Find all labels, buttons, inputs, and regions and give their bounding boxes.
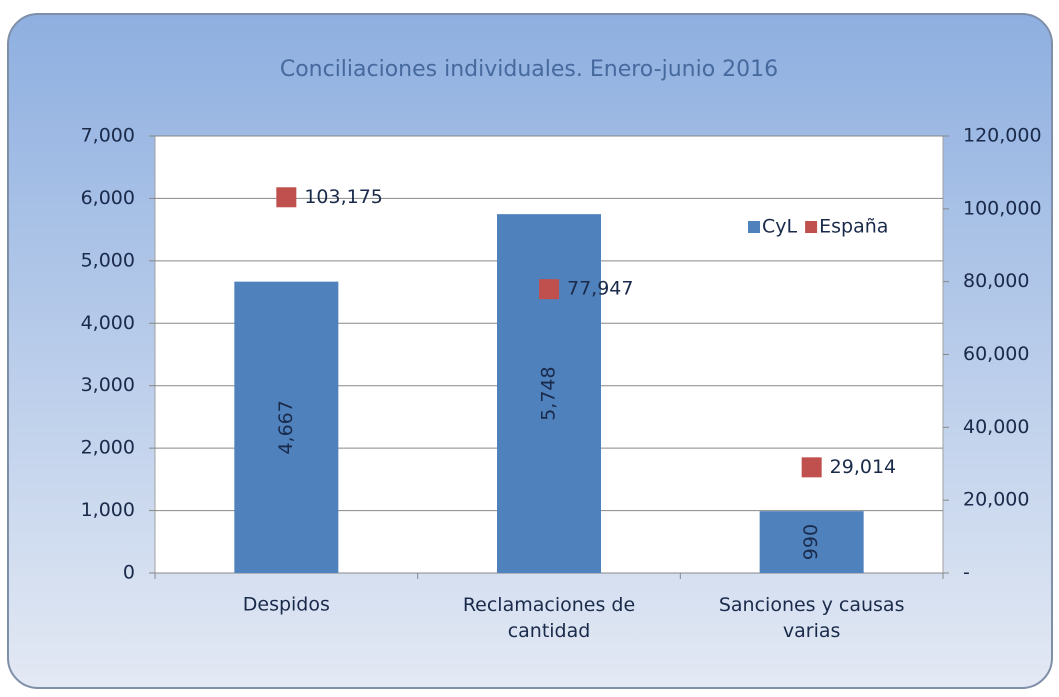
marker — [801, 457, 822, 478]
legend-swatch — [748, 221, 760, 233]
y-tick-label: 6,000 — [81, 187, 135, 209]
y2-tick-label: 100,000 — [963, 197, 1042, 219]
bar-value-label: 5,748 — [538, 366, 560, 420]
y-tick-label: 2,000 — [81, 437, 135, 459]
y2-tick-label: 60,000 — [963, 343, 1029, 365]
x-tick-label: Sanciones y causas varias — [719, 594, 905, 642]
bar — [759, 511, 864, 573]
y2-tick-label: 80,000 — [963, 270, 1029, 292]
y-tick-label: 7,000 — [81, 125, 135, 147]
marker — [276, 187, 297, 208]
y-tick-label: 5,000 — [81, 249, 135, 271]
y2-tick-label: 20,000 — [963, 489, 1029, 511]
y-tick-label: 0 — [123, 562, 135, 584]
bar-value-label: 4,667 — [275, 400, 297, 454]
y2-tick-label: - — [963, 562, 970, 584]
chart-title: Conciliaciones individuales. Enero-junio… — [280, 57, 778, 82]
y-tick-label: 4,000 — [81, 312, 135, 334]
legend-swatch — [805, 221, 818, 233]
legend-label: España — [819, 216, 888, 238]
y-tick-label: 1,000 — [81, 499, 135, 521]
bar — [497, 214, 601, 573]
y-tick-label: 3,000 — [81, 374, 135, 396]
x-tick-label: Despidos — [243, 594, 330, 616]
bar-value-label: 990 — [800, 524, 822, 560]
point-value-label: 77,947 — [567, 278, 633, 300]
point-value-label: 29,014 — [830, 456, 896, 478]
x-tick-label: Reclamaciones de cantidad — [463, 594, 635, 642]
legend-label: CyL — [762, 216, 798, 238]
y2-tick-label: 40,000 — [963, 416, 1029, 438]
y2-tick-label: 120,000 — [963, 125, 1042, 147]
point-value-label: 103,175 — [304, 186, 383, 208]
bar — [234, 281, 339, 573]
marker — [539, 279, 559, 300]
